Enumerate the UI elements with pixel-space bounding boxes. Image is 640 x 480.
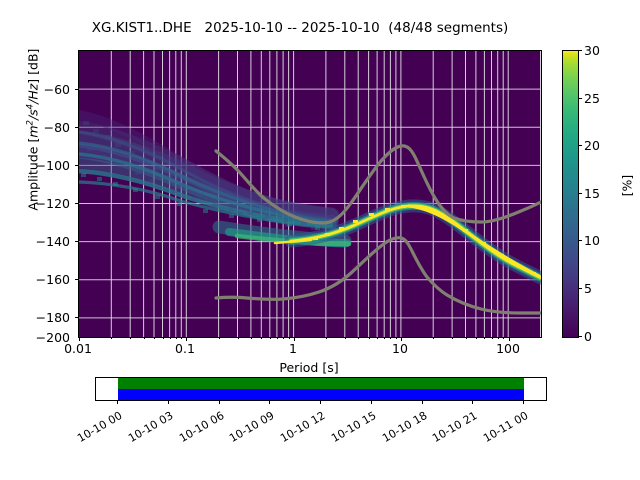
y-tick-mark bbox=[75, 279, 79, 280]
colorbar-tick-label: 30 bbox=[584, 43, 600, 58]
x-tick-mark bbox=[294, 337, 295, 341]
x-minor-tick bbox=[251, 337, 252, 339]
x-minor-tick bbox=[466, 337, 467, 339]
x-minor-tick bbox=[452, 337, 453, 339]
colorbar-tick bbox=[578, 336, 582, 337]
x-minor-tick bbox=[261, 337, 262, 339]
figure-title: XG.KIST1..DHE 2025-10-10 -- 2025-10-10 (… bbox=[91, 20, 509, 36]
x-tick-label: 10 bbox=[392, 341, 408, 356]
ppsd-plot-area[interactable] bbox=[75, 50, 542, 341]
y-tick-label: −100 bbox=[35, 158, 70, 173]
x-minor-tick bbox=[111, 337, 112, 339]
colorbar-tick-label: 20 bbox=[584, 138, 600, 153]
colorbar-tick-label: 5 bbox=[584, 281, 592, 296]
noise-model-nlnm bbox=[214, 236, 541, 315]
colorbar-tick-label: 10 bbox=[584, 233, 600, 248]
timeline-tick bbox=[320, 400, 321, 404]
timeline-tick bbox=[472, 400, 473, 404]
colorbar[interactable] bbox=[562, 50, 579, 338]
x-minor-tick bbox=[289, 337, 290, 339]
x-minor-tick bbox=[163, 337, 164, 339]
x-minor-tick bbox=[377, 337, 378, 339]
x-minor-tick bbox=[390, 337, 391, 339]
colorbar-tick-label: 15 bbox=[584, 186, 600, 201]
y-tick-label: −160 bbox=[35, 272, 70, 287]
x-tick-mark bbox=[186, 337, 187, 341]
y-tick-label: −60 bbox=[43, 82, 70, 97]
x-minor-tick bbox=[144, 337, 145, 339]
timeline-coverage-blue bbox=[118, 389, 524, 400]
x-minor-tick bbox=[384, 337, 385, 339]
x-minor-tick bbox=[154, 337, 155, 339]
x-minor-tick bbox=[503, 337, 504, 339]
colorbar-tick-label: 25 bbox=[584, 91, 600, 106]
y-tick-mark bbox=[75, 127, 79, 128]
x-minor-tick bbox=[396, 337, 397, 339]
x-minor-tick bbox=[283, 337, 284, 339]
timeline-tick bbox=[523, 400, 524, 404]
ppsd-canvas bbox=[79, 51, 541, 337]
x-minor-tick bbox=[238, 337, 239, 339]
colorbar-tick bbox=[578, 193, 582, 194]
timeline-tick bbox=[117, 400, 118, 404]
x-minor-tick bbox=[476, 337, 477, 339]
x-minor-tick bbox=[498, 337, 499, 339]
y-tick-label: −180 bbox=[35, 310, 70, 325]
colorbar-label: [%] bbox=[619, 174, 635, 197]
timeline-axes[interactable] bbox=[95, 377, 547, 401]
colorbar-tick bbox=[578, 288, 582, 289]
x-minor-tick bbox=[484, 337, 485, 339]
x-minor-tick bbox=[358, 337, 359, 339]
colorbar-tick bbox=[578, 98, 582, 99]
y-tick-label: −200 bbox=[35, 330, 70, 345]
noise-model-nhnm bbox=[214, 144, 541, 225]
x-minor-tick bbox=[345, 337, 346, 339]
y-tick-mark bbox=[75, 203, 79, 204]
timeline-coverage-green bbox=[118, 378, 524, 389]
x-tick-label: 1 bbox=[289, 341, 297, 356]
x-minor-tick bbox=[176, 337, 177, 339]
colorbar-tick-label: 0 bbox=[584, 329, 592, 344]
x-tick-label: 0.1 bbox=[175, 341, 195, 356]
y-axis-label-suffix: ] [dB] bbox=[25, 48, 41, 84]
y-tick-label: −140 bbox=[35, 234, 70, 249]
x-minor-tick bbox=[492, 337, 493, 339]
colorbar-tick bbox=[578, 145, 582, 146]
x-minor-tick bbox=[170, 337, 171, 339]
x-minor-tick bbox=[219, 337, 220, 339]
y-tick-mark bbox=[75, 89, 79, 90]
timeline-tick bbox=[422, 400, 423, 404]
colorbar-tick bbox=[578, 50, 582, 51]
timeline-tick bbox=[269, 400, 270, 404]
y-tick-label: −80 bbox=[43, 120, 70, 135]
x-tick-mark bbox=[401, 337, 402, 341]
x-minor-tick bbox=[130, 337, 131, 339]
timeline-tick bbox=[371, 400, 372, 404]
y-tick-label: −120 bbox=[35, 196, 70, 211]
x-minor-tick bbox=[369, 337, 370, 339]
x-minor-tick bbox=[277, 337, 278, 339]
y-tick-mark bbox=[75, 165, 79, 166]
timeline-tick bbox=[168, 400, 169, 404]
ppsd-histogram-svg bbox=[79, 51, 541, 337]
x-tick-mark bbox=[79, 337, 80, 341]
x-minor-tick bbox=[326, 337, 327, 339]
colorbar-tick bbox=[578, 240, 582, 241]
timeline-tick bbox=[219, 400, 220, 404]
density-mode-ridge bbox=[273, 199, 541, 285]
x-tick-label: 100 bbox=[496, 341, 520, 356]
y-tick-mark bbox=[75, 317, 79, 318]
x-minor-tick bbox=[270, 337, 271, 339]
x-minor-tick bbox=[181, 337, 182, 339]
x-tick-label: 0.01 bbox=[64, 341, 92, 356]
x-tick-mark bbox=[509, 337, 510, 341]
x-axis-label: Period [s] bbox=[279, 360, 339, 375]
horizontal-gridlines bbox=[79, 88, 541, 319]
y-tick-mark bbox=[75, 241, 79, 242]
x-minor-tick bbox=[433, 337, 434, 339]
